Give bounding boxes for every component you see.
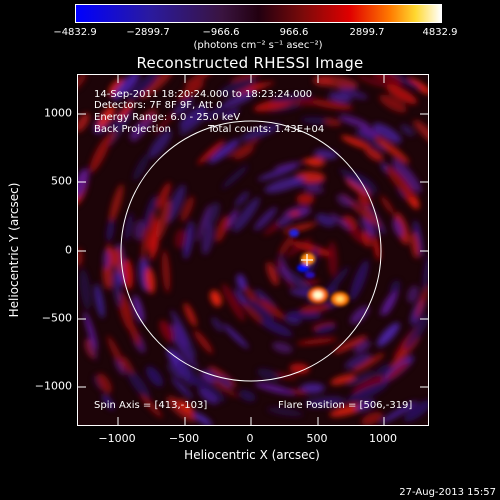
y-axis-label: Heliocentric Y (arcsec) — [7, 182, 21, 318]
x-tick-label: 0 — [246, 432, 254, 445]
y-tick-label: 0 — [65, 243, 72, 257]
colorbar-units: (photons cm⁻² s⁻¹ asec⁻²) — [193, 40, 323, 51]
colorbar-tick: 966.6 — [279, 27, 309, 38]
x-tick-label: 500 — [306, 432, 328, 445]
flare-sources — [289, 229, 349, 306]
render-timestamp: 27-Aug-2013 15:57 — [399, 487, 496, 498]
spin-axis-marker — [301, 254, 313, 266]
y-tick-label: 1000 — [44, 106, 72, 120]
energy-range: Energy Range: 6.0 - 25.0 keV — [94, 112, 241, 123]
method-label: Back Projection — [94, 124, 171, 135]
total-counts: Total counts: 1.43E+04 — [208, 124, 325, 135]
flare-position-readout: Flare Position = [506,-319] — [278, 400, 413, 411]
reconstructed-image — [78, 75, 428, 425]
solar-limb — [120, 120, 382, 382]
x-axis-label: Heliocentric X (arcsec) — [184, 448, 320, 462]
colorbar-tick: 2899.7 — [349, 27, 385, 38]
x-tick-label: 1000 — [369, 432, 397, 445]
x-tick-label: −1000 — [98, 432, 136, 445]
time-range: 14-Sep-2011 18:20:24.000 to 18:23:24.000 — [94, 89, 313, 100]
colorbar — [75, 4, 442, 23]
colorbar-tick: −966.6 — [202, 27, 240, 38]
x-tick-label: −500 — [168, 432, 200, 445]
y-tick-label: 500 — [51, 174, 72, 188]
colorbar-tick: 4832.9 — [422, 27, 458, 38]
image-plot: 14-Sep-2011 18:20:24.000 to 18:23:24.000… — [77, 74, 429, 426]
spin-axis-readout: Spin Axis = [413,-103] — [94, 400, 208, 411]
colorbar-tick: −2899.7 — [126, 27, 170, 38]
y-tick-label: −1000 — [34, 379, 72, 393]
y-tick-label: −500 — [41, 311, 72, 325]
axis-ticks — [78, 75, 428, 425]
colorbar-tick: −4832.9 — [53, 27, 97, 38]
detectors-info: Detectors: 7F 8F 9F, Att 0 — [94, 100, 223, 111]
image-title: Reconstructed RHESSI Image — [136, 54, 364, 72]
